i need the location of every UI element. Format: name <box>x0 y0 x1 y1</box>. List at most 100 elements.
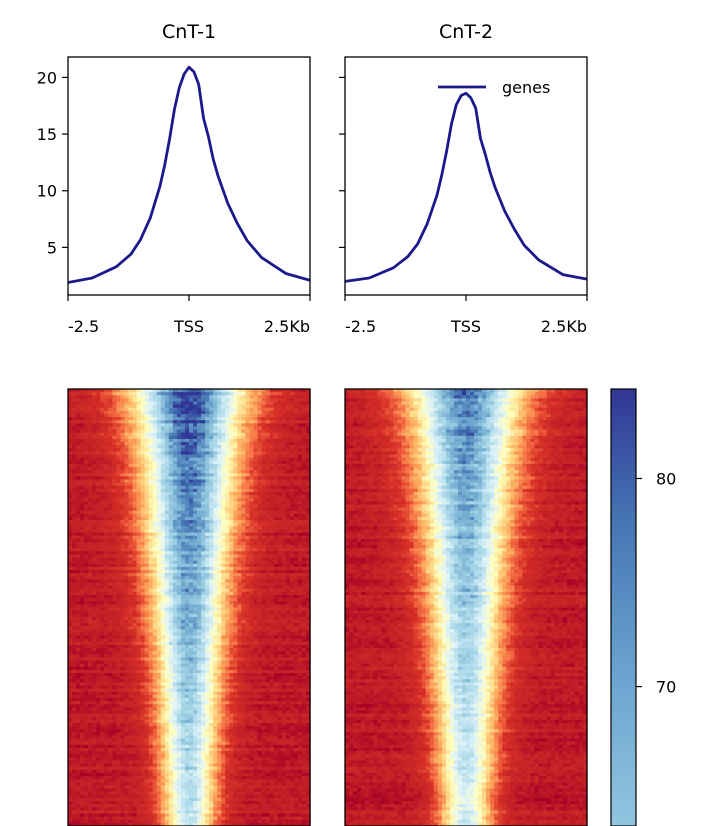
heatmap-cell <box>176 644 182 649</box>
heatmap-cell <box>261 404 267 409</box>
heatmap-cell <box>213 619 218 624</box>
heatmap-cell <box>88 635 93 640</box>
heatmap-cell <box>140 610 146 615</box>
heatmap-cell <box>301 638 307 643</box>
heatmap-cell <box>249 420 255 424</box>
heatmap-cell <box>245 426 251 431</box>
heatmap-cell <box>249 467 255 471</box>
heatmap-cell <box>237 395 243 399</box>
heatmap-cell <box>289 501 295 506</box>
heatmap-cell <box>261 395 267 399</box>
heatmap-cell <box>172 413 178 418</box>
heatmap-cell <box>209 432 214 437</box>
heatmap-cell <box>197 510 202 515</box>
heatmap-cell <box>253 445 259 449</box>
heatmap-cell <box>237 616 243 621</box>
heatmap-cell <box>297 510 303 515</box>
heatmap-cell <box>205 538 210 543</box>
heatmap-cell <box>176 557 182 562</box>
heatmap-cell <box>285 420 291 424</box>
heatmap-cell <box>249 488 255 493</box>
heatmap-cell <box>112 516 117 521</box>
heatmap-cell <box>273 607 279 612</box>
heatmap-cell <box>120 476 126 481</box>
heatmap-cell <box>144 585 150 590</box>
heatmap-cell <box>104 438 109 443</box>
heatmap-cell <box>164 632 170 637</box>
heatmap-cell <box>297 638 303 643</box>
heatmap-cell <box>160 435 166 440</box>
heatmap-cell <box>120 638 126 643</box>
heatmap-cell <box>269 554 275 559</box>
heatmap-cell <box>124 435 130 440</box>
heatmap-cell <box>285 498 291 502</box>
heatmap-cell <box>293 604 299 609</box>
heatmap-cell <box>156 591 162 596</box>
heatmap-cell <box>269 526 275 531</box>
heatmap-cell <box>289 529 295 534</box>
heatmap-cell <box>92 420 97 424</box>
heatmap-cell <box>156 638 162 643</box>
heatmap-cell <box>176 516 182 521</box>
heatmap-cell <box>184 613 190 618</box>
heatmap-cell <box>241 523 247 527</box>
heatmap-cell <box>281 516 287 521</box>
heatmap-cell <box>168 532 174 537</box>
heatmap-cell <box>172 563 178 568</box>
heatmap-cell <box>285 632 291 637</box>
heatmap-cell <box>104 616 109 621</box>
heatmap-cell <box>72 504 77 509</box>
heatmap-cell <box>108 588 113 593</box>
heatmap-cell <box>225 623 230 627</box>
heatmap-cell <box>257 492 263 496</box>
heatmap-cell <box>289 641 295 646</box>
heatmap-cell <box>88 604 93 609</box>
heatmap-cell <box>209 501 214 506</box>
heatmap-cell <box>217 579 222 584</box>
heatmap-cell <box>168 426 174 431</box>
heatmap-cell <box>172 501 178 506</box>
heatmap-cell <box>132 585 138 590</box>
heatmap-cell <box>273 588 279 593</box>
heatmap-cell <box>96 398 101 403</box>
heatmap-cell <box>108 488 113 493</box>
heatmap-cell <box>253 570 259 574</box>
heatmap-cell <box>168 601 174 605</box>
heatmap-cell <box>233 404 238 409</box>
heatmap-cell <box>249 632 255 637</box>
heatmap-cell <box>132 454 138 459</box>
heatmap-cell <box>144 463 150 468</box>
heatmap-cell <box>184 423 190 428</box>
heatmap-cell <box>80 641 85 646</box>
heatmap-cell <box>152 626 158 630</box>
heatmap-cell <box>241 392 247 396</box>
heatmap-cell <box>100 501 105 506</box>
heatmap-cell <box>305 426 311 431</box>
heatmap-cell <box>281 548 287 552</box>
heatmap-cell <box>217 604 222 609</box>
heatmap-cell <box>84 492 89 496</box>
heatmap-cell <box>84 429 89 434</box>
heatmap-cell <box>241 588 247 593</box>
heatmap-cell <box>289 535 295 540</box>
heatmap-cell <box>180 601 186 605</box>
heatmap-cell <box>257 438 263 443</box>
heatmap-cell <box>225 479 230 484</box>
heatmap-cell <box>261 429 267 434</box>
heatmap-cell <box>285 460 291 465</box>
heatmap-cell <box>156 448 162 453</box>
heatmap-cell <box>205 492 210 496</box>
heatmap-cell <box>68 635 73 640</box>
heatmap-cell <box>120 513 126 518</box>
heatmap-cell <box>189 619 194 624</box>
heatmap-cell <box>124 504 130 509</box>
heatmap-cell <box>281 529 287 534</box>
heatmap-cell <box>297 454 303 459</box>
heatmap-cell <box>148 492 154 496</box>
heatmap-cell <box>120 629 126 634</box>
heatmap-cell <box>305 554 311 559</box>
heatmap-cell <box>180 585 186 590</box>
heatmap-cell <box>285 619 291 624</box>
heatmap-cell <box>120 463 126 468</box>
